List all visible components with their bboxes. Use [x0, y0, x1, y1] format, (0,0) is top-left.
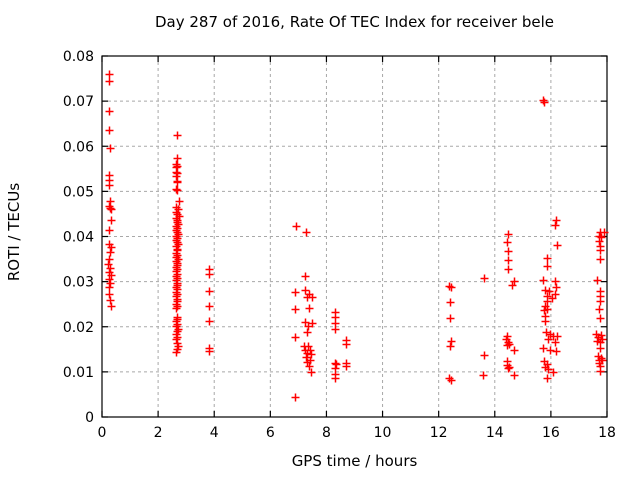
y-tick-label: 0.02: [63, 320, 94, 336]
y-axis-label: ROTI / TECUs: [5, 182, 23, 282]
x-tick-label: 18: [598, 425, 616, 441]
y-tick-label: 0.03: [63, 275, 94, 291]
y-tick-label: 0.06: [63, 139, 94, 155]
x-tick-label: 4: [210, 425, 219, 441]
y-tick-label: 0.01: [63, 365, 94, 381]
x-tick-label: 10: [374, 425, 392, 441]
y-tick-label: 0: [85, 410, 94, 426]
x-tick-label: 14: [486, 425, 504, 441]
y-tick-label: 0.05: [63, 184, 94, 200]
x-tick-label: 8: [322, 425, 331, 441]
y-tick-label: 0.07: [63, 94, 94, 110]
y-tick-label: 0.04: [63, 230, 94, 246]
data-points: [104, 70, 609, 402]
x-axis-label: GPS time / hours: [291, 452, 418, 470]
x-tick-label: 16: [542, 425, 560, 441]
x-tick-label: 0: [98, 425, 107, 441]
x-tick-label: 12: [430, 425, 448, 441]
chart-title: Day 287 of 2016, Rate Of TEC Index for r…: [155, 13, 554, 31]
x-tick-label: 6: [266, 425, 275, 441]
y-tick-label: 0.08: [63, 49, 94, 65]
x-tick-label: 2: [154, 425, 163, 441]
